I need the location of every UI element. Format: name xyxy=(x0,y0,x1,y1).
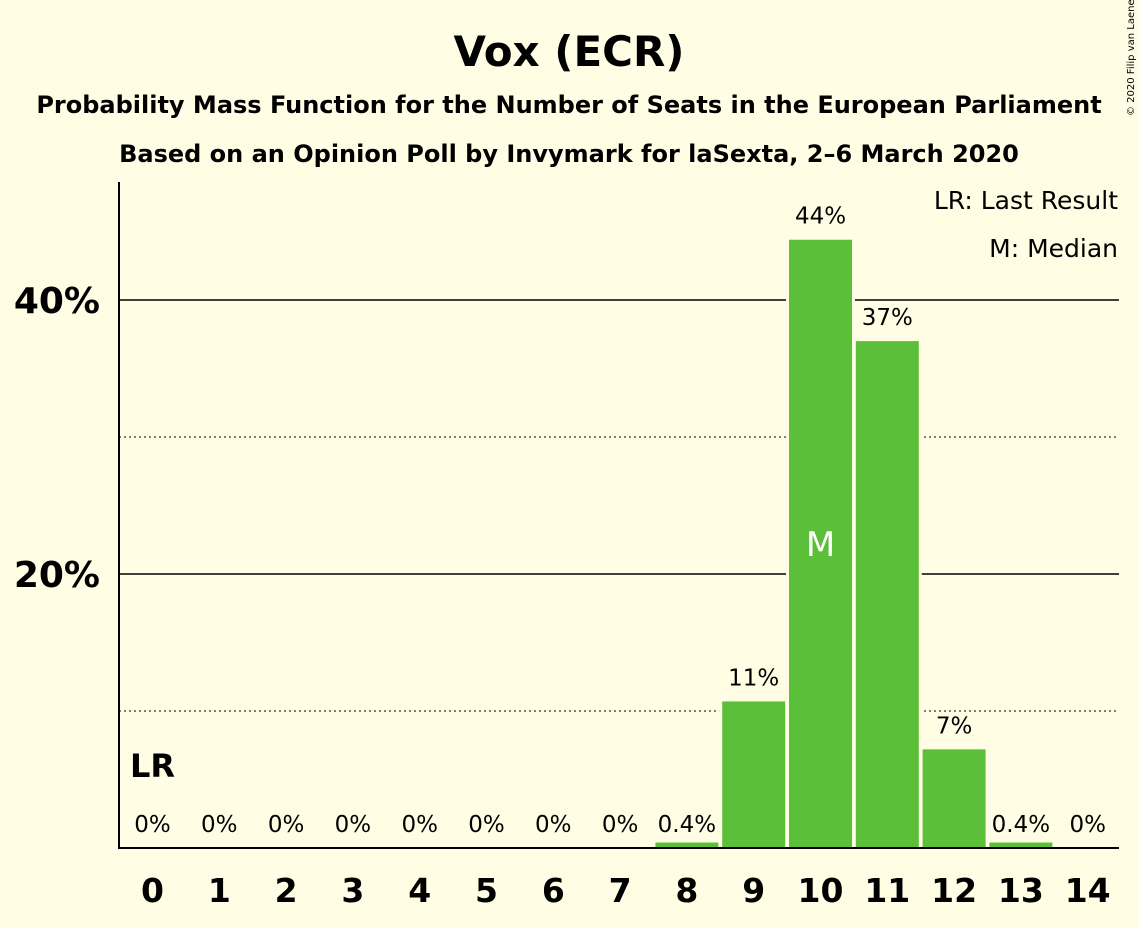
bar-layer xyxy=(652,236,1056,849)
bar xyxy=(855,341,919,848)
median-marker: M xyxy=(806,525,835,565)
y-tick-label: 40% xyxy=(14,281,100,322)
x-tick-label: 11 xyxy=(864,871,910,910)
data-label: 44% xyxy=(795,204,846,230)
x-tick-label: 5 xyxy=(475,871,498,910)
data-label: 0.4% xyxy=(658,812,716,838)
x-tick-label: 1 xyxy=(208,871,231,910)
x-tick-label: 0 xyxy=(141,871,164,910)
data-label: 0% xyxy=(134,812,171,838)
bar xyxy=(722,701,786,848)
data-label: 11% xyxy=(728,665,779,691)
chart-subtitle-line-1: Probability Mass Function for the Number… xyxy=(36,91,1101,119)
data-label: 0% xyxy=(602,812,639,838)
data-label: 7% xyxy=(936,713,973,739)
legend-median: M: Median xyxy=(989,234,1118,263)
grid-layer xyxy=(119,299,1119,712)
bar xyxy=(922,749,986,848)
data-label: 0% xyxy=(468,812,505,838)
data-label: 0% xyxy=(535,812,572,838)
x-tick-label: 6 xyxy=(542,871,565,910)
x-tick-label: 14 xyxy=(1065,871,1111,910)
x-tick-label: 9 xyxy=(742,871,765,910)
legend-last-result: LR: Last Result xyxy=(934,186,1118,215)
x-tick-label: 3 xyxy=(341,871,364,910)
data-label: 0% xyxy=(1069,812,1106,838)
data-label: 0% xyxy=(201,812,238,838)
x-tick-label: 7 xyxy=(609,871,632,910)
x-tick-label: 10 xyxy=(798,871,844,910)
x-tick-label: 8 xyxy=(675,871,698,910)
data-label: 0% xyxy=(268,812,305,838)
x-tick-label: 2 xyxy=(275,871,298,910)
bar xyxy=(989,842,1053,848)
chart-subtitle-line-2: Based on an Opinion Poll by Invymark for… xyxy=(119,140,1019,168)
x-tick-label: 13 xyxy=(998,871,1044,910)
label-layer: 20%40%0%00%10%20%30%40%50%60%70.4%811%94… xyxy=(14,204,1111,910)
bar xyxy=(789,239,852,849)
copyright-text: © 2020 Filip van Laenen xyxy=(1126,0,1137,116)
x-tick-label: 4 xyxy=(408,871,431,910)
x-tick-label: 12 xyxy=(931,871,977,910)
last-result-marker: LR xyxy=(130,747,175,785)
y-tick-label: 20% xyxy=(14,555,100,596)
chart-title: Vox (ECR) xyxy=(453,27,684,76)
data-label: 0% xyxy=(335,812,372,838)
bar xyxy=(655,842,719,848)
data-label: 37% xyxy=(862,305,913,331)
data-label: 0.4% xyxy=(992,812,1050,838)
data-label: 0% xyxy=(401,812,438,838)
